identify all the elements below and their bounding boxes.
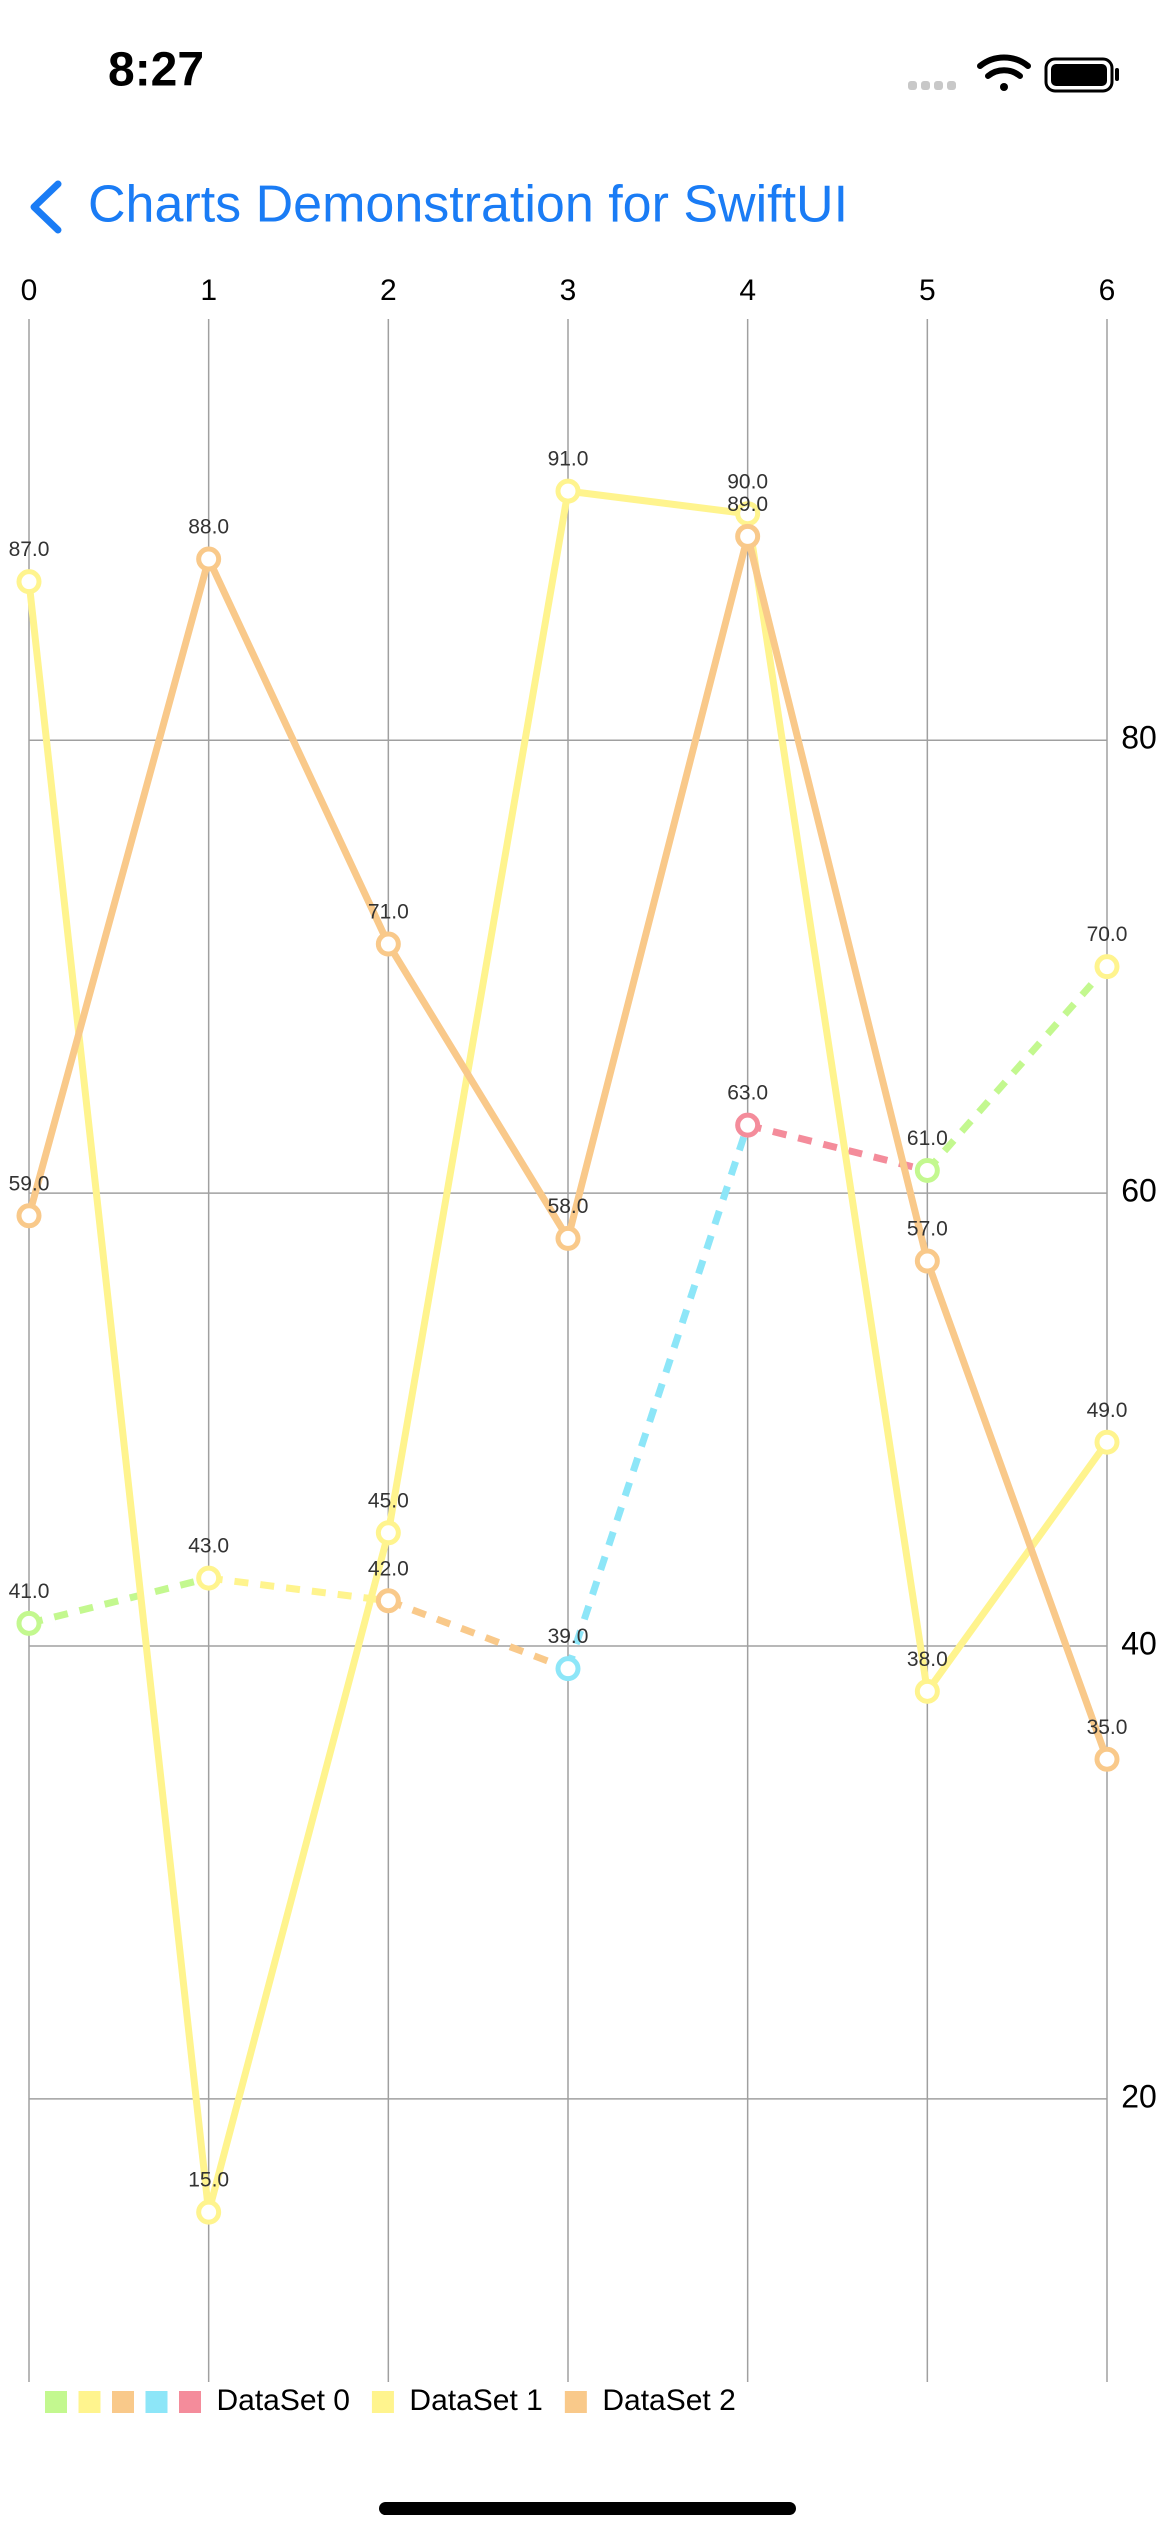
x-tick-label: 5 [919,274,936,307]
legend-label: DataSet 2 [602,2384,735,2417]
data-point [196,2199,222,2225]
legend-swatch [45,2391,67,2413]
data-point [16,569,42,595]
data-label: 49.0 [1087,1399,1128,1422]
line-segment [746,1121,929,1174]
data-point [196,1565,222,1591]
data-point [375,1588,401,1614]
battery-icon [1044,57,1119,93]
signal-icon [908,81,956,90]
data-label: 58.0 [548,1195,589,1218]
data-label: 89.0 [727,493,768,516]
data-point [914,1678,940,1704]
data-point [735,501,761,527]
data-point [914,1157,940,1183]
data-label: 15.0 [188,2169,229,2192]
legend-label: DataSet 1 [409,2384,542,2417]
data-point [555,478,581,504]
legend-swatch [564,2391,587,2413]
data-label: 42.0 [368,1557,409,1580]
legend-swatch [112,2391,134,2413]
legend-swatch [371,2391,394,2413]
y-tick-label: 20 [1121,2078,1157,2114]
data-point [16,1203,42,1229]
data-point [196,546,222,572]
data-point [555,1225,581,1251]
wifi-icon [977,54,1031,91]
line-segment [28,1574,210,1627]
data-label: 38.0 [907,1648,948,1671]
data-label: 57.0 [907,1218,948,1241]
data-point [375,1520,401,1546]
data-point [1094,1746,1120,1772]
data-label: 61.0 [907,1127,948,1150]
status-time: 8:27 [108,44,204,97]
x-tick-label: 3 [560,274,577,307]
data-label: 45.0 [368,1489,409,1512]
line-segment [924,964,1110,1173]
data-point [735,1112,761,1138]
legend-swatch [145,2391,168,2413]
data-label: 39.0 [548,1625,589,1648]
line-segment [564,1124,751,1670]
data-label: 90.0 [727,470,768,493]
data-label: 59.0 [9,1172,50,1195]
x-tick-label: 2 [380,274,397,307]
data-label: 63.0 [727,1082,768,1105]
line-segment [387,1597,570,1672]
data-point [1094,954,1120,980]
data-label: 70.0 [1087,923,1128,946]
x-tick-label: 6 [1099,274,1116,307]
y-tick-label: 80 [1121,720,1157,756]
legend-swatch [179,2391,201,2413]
x-tick-label: 0 [21,274,38,307]
data-point [1094,1429,1120,1455]
data-point [914,1248,940,1274]
x-tick-label: 1 [200,274,217,307]
nav-title[interactable]: Charts Demonstration for SwiftUI [88,176,848,234]
y-tick-label: 40 [1121,1625,1157,1661]
back-button[interactable] [30,180,62,234]
data-label: 88.0 [188,516,229,539]
data-label: 35.0 [1087,1716,1128,1739]
line-segment [208,1574,389,1605]
data-label: 87.0 [9,538,50,561]
data-label: 43.0 [188,1535,229,1558]
data-point [16,1610,42,1636]
chart: 0 1 2 3 4 5 6 20 40 60 80 41.0 43.0 42.0 39.0 63.0 61.0 7… [9,274,1157,2417]
y-tick-label: 60 [1121,1173,1157,1209]
data-point [375,931,401,957]
x-tick-label: 4 [739,274,756,307]
data-label: 91.0 [548,448,589,471]
data-point [555,1656,581,1682]
legend-label: DataSet 0 [217,2384,350,2417]
home-indicator [379,2502,796,2515]
data-label: 71.0 [368,901,409,924]
legend-swatch [78,2391,101,2413]
data-point [735,523,761,549]
data-label: 41.0 [9,1580,50,1603]
